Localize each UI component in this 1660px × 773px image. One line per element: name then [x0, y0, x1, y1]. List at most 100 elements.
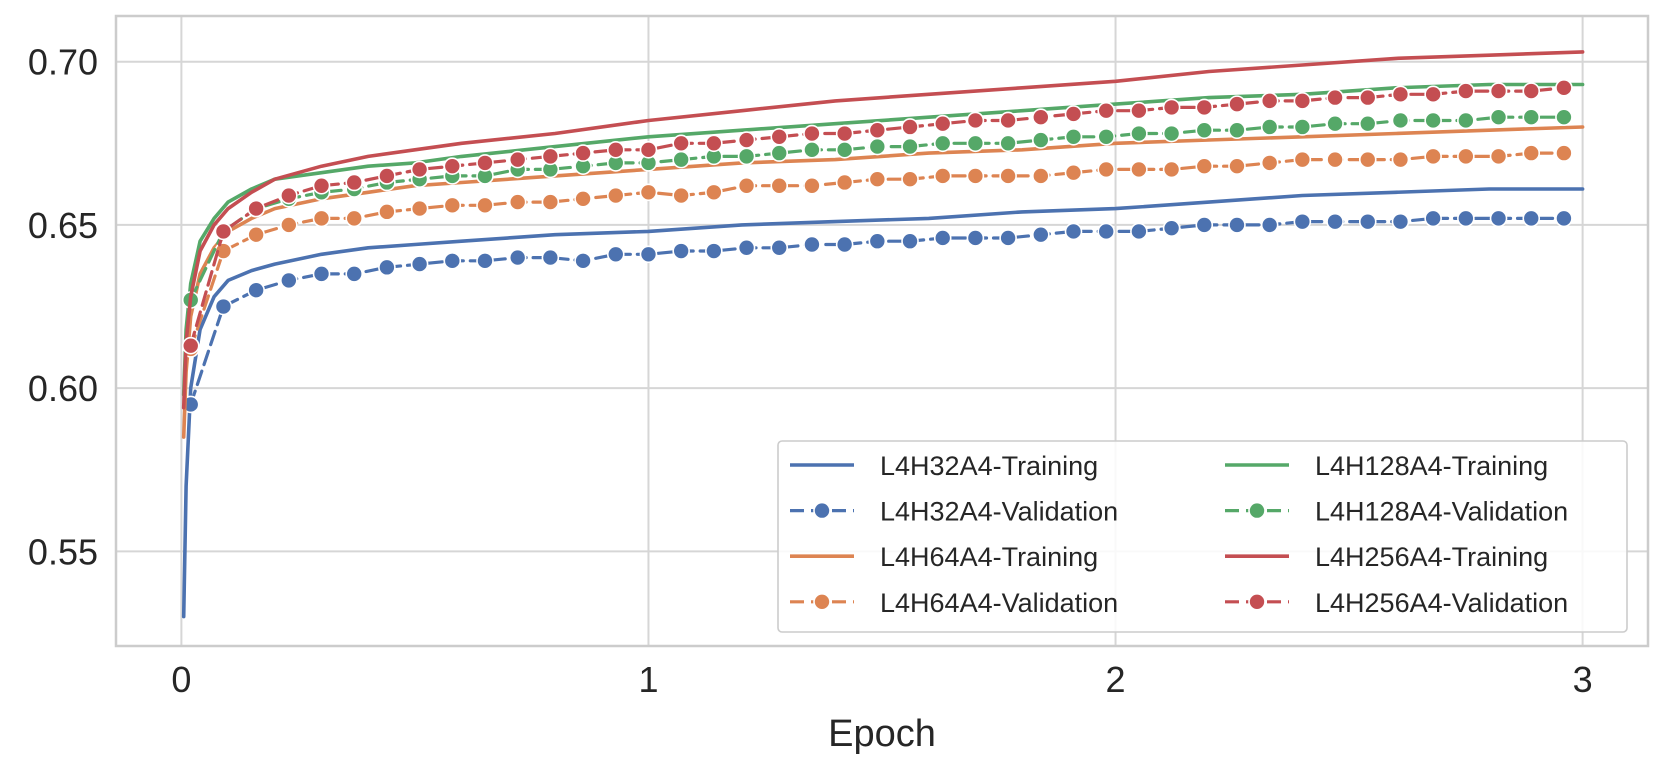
- data-point: [312, 265, 331, 283]
- data-point: [541, 248, 560, 267]
- data-point: [1457, 209, 1475, 228]
- data-point: [1358, 88, 1377, 107]
- data-point: [606, 141, 625, 159]
- data-point: [1162, 160, 1181, 179]
- data-point: [1555, 108, 1573, 126]
- data-point: [1130, 222, 1148, 241]
- data-point: [443, 252, 462, 270]
- data-point: [999, 167, 1017, 185]
- data-point: [933, 229, 952, 247]
- data-point: [868, 170, 887, 189]
- data-point: [378, 258, 396, 277]
- data-point: [1522, 108, 1541, 126]
- data-point: [803, 124, 821, 143]
- data-point: [345, 265, 364, 283]
- data-point: [1424, 209, 1442, 228]
- data-point: [1555, 144, 1573, 162]
- data-point: [966, 111, 985, 130]
- x-tick-label: 1: [638, 659, 658, 700]
- data-point: [1424, 85, 1442, 104]
- data-point: [1391, 111, 1410, 130]
- plot-frame: [114, 14, 1650, 648]
- data-point: [1326, 88, 1344, 107]
- series-line: [181, 82, 1585, 397]
- data-point: [410, 255, 429, 273]
- data-point: [378, 203, 396, 221]
- series-L4H32A4-Training: [181, 187, 1585, 619]
- data-point: [737, 147, 756, 166]
- data-point: [1130, 101, 1148, 120]
- data-point: [1293, 212, 1312, 231]
- data-point: [705, 183, 723, 202]
- data-point: [1032, 225, 1050, 244]
- data-point: [1162, 219, 1181, 237]
- data-point: [508, 248, 527, 267]
- data-point: [1097, 127, 1115, 146]
- data-point: [1097, 222, 1115, 241]
- y-tick-label: 0.65: [28, 205, 98, 246]
- data-point: [770, 176, 789, 195]
- y-tick-label: 0.55: [28, 531, 98, 572]
- data-point: [933, 134, 952, 153]
- data-point: [476, 252, 494, 270]
- data-point: [966, 167, 985, 185]
- data-point: [1457, 82, 1475, 100]
- legend-label: L4H256A4-Training: [1315, 542, 1548, 572]
- legend-marker: [1248, 501, 1266, 520]
- data-point: [901, 137, 919, 156]
- data-point: [606, 245, 625, 264]
- series-line: [181, 50, 1585, 410]
- data-point: [312, 209, 331, 228]
- series-line: [181, 187, 1585, 619]
- data-point: [999, 111, 1017, 130]
- data-point: [835, 235, 854, 254]
- data-point: [1293, 92, 1312, 110]
- data-point: [1195, 157, 1214, 175]
- x-tick-label: 2: [1106, 659, 1126, 700]
- data-point: [1032, 108, 1050, 126]
- data-point: [476, 196, 494, 215]
- x-axis-label: Epoch: [828, 713, 936, 755]
- data-point: [1489, 108, 1508, 126]
- legend-entry: L4H32A4-Training: [790, 451, 1098, 481]
- data-point: [672, 242, 690, 260]
- data-point: [1260, 154, 1279, 172]
- legend-entry: L4H64A4-Validation: [790, 588, 1118, 618]
- legend-label: L4H32A4-Validation: [880, 497, 1118, 527]
- data-point: [1195, 216, 1214, 234]
- data-point: [1358, 114, 1377, 133]
- data-point: [1522, 82, 1541, 100]
- legend-entry: L4H32A4-Validation: [790, 497, 1118, 527]
- data-point: [541, 193, 560, 211]
- data-point: [214, 297, 233, 316]
- data-point: [1522, 144, 1541, 162]
- data-point: [770, 127, 789, 146]
- data-point: [705, 134, 723, 153]
- legend-label: L4H128A4-Training: [1315, 451, 1548, 481]
- data-point: [1032, 131, 1050, 149]
- data-point: [378, 167, 396, 185]
- data-point: [443, 157, 462, 175]
- data-point: [1457, 111, 1475, 130]
- data-point: [672, 186, 690, 205]
- legend-label: L4H64A4-Validation: [880, 588, 1118, 618]
- legend-label: L4H128A4-Validation: [1315, 497, 1568, 527]
- data-point: [1391, 150, 1410, 169]
- data-point: [247, 225, 265, 244]
- data-point: [1358, 150, 1377, 169]
- data-point: [1195, 121, 1214, 140]
- data-point: [639, 183, 658, 202]
- data-point: [966, 134, 985, 153]
- data-point: [639, 141, 658, 159]
- legend: L4H32A4-Training L4H32A4-Validation L4H64A…: [777, 440, 1628, 633]
- data-point: [1555, 209, 1573, 228]
- series-L4H32A4-Validation: [181, 209, 1573, 414]
- data-point: [1457, 147, 1475, 166]
- data-point: [345, 209, 364, 228]
- data-point: [1097, 160, 1115, 179]
- data-point: [1391, 212, 1410, 231]
- data-point: [1424, 147, 1442, 166]
